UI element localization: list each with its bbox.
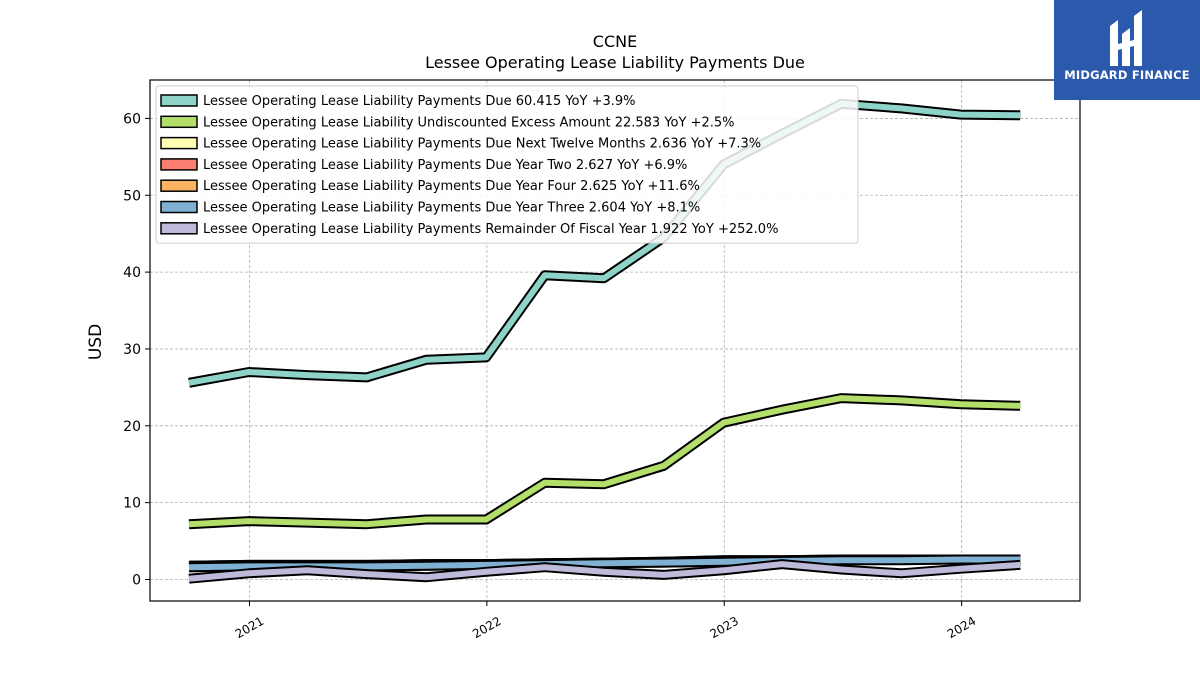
brand-name: MIDGARD FINANCE — [1064, 68, 1190, 82]
x-tick-label: 2024 — [945, 614, 978, 641]
series-layer — [188, 98, 1021, 584]
legend-entry: Lessee Operating Lease Liability Payment… — [203, 137, 761, 152]
legend-swatch — [160, 94, 198, 107]
plot-frame — [149, 79, 1081, 602]
y-tick-label: 20 — [123, 419, 141, 435]
series-outline-2 — [188, 393, 1021, 530]
legend-entry: Lessee Operating Lease Liability Payment… — [203, 158, 687, 173]
y-tick-label: 60 — [123, 111, 141, 127]
series-line-7 — [188, 561, 1021, 582]
y-tick-label: 10 — [123, 496, 141, 512]
chart-subtitle: Lessee Operating Lease Liability Payment… — [425, 53, 805, 72]
brand-logo: MIDGARD FINANCE — [1054, 0, 1200, 100]
x-tick-label: 2021 — [233, 614, 266, 641]
x-tick-label: 2023 — [708, 614, 741, 641]
legend-entry: Lessee Operating Lease Liability Payment… — [203, 94, 636, 109]
legend-entry: Lessee Operating Lease Liability Payment… — [203, 201, 700, 216]
legend-swatch — [160, 115, 198, 129]
legend-box — [155, 85, 859, 244]
y-tick-label: 30 — [123, 342, 141, 358]
y-tick-label: 0 — [132, 572, 141, 588]
legend-entry: Lessee Operating Lease Liability Undisco… — [203, 115, 734, 130]
legend-swatch — [160, 158, 198, 171]
series-line-2 — [188, 395, 1021, 528]
y-axis-label: USD — [86, 324, 106, 360]
legend-swatch — [160, 136, 198, 150]
legend: Lessee Operating Lease Liability Payment… — [155, 85, 859, 244]
legend-swatch — [160, 200, 198, 214]
midgard-logo-icon — [1110, 10, 1142, 66]
y-axis: 0 10 20 30 40 50 60 — [123, 111, 150, 588]
series-line-1 — [188, 100, 1021, 386]
x-tick-label: 2022 — [470, 614, 503, 641]
y-tick-label: 40 — [123, 265, 141, 281]
legend-entry: Lessee Operating Lease Liability Payment… — [203, 179, 700, 194]
legend-entry: Lessee Operating Lease Liability Payment… — [203, 222, 778, 237]
legend-swatch — [160, 179, 198, 192]
chart-title: CCNE — [593, 32, 637, 51]
y-tick-label: 50 — [123, 188, 141, 204]
series-line-6 — [188, 556, 1021, 571]
x-axis: 2021 2022 2023 2024 — [233, 601, 978, 641]
legend-swatch — [160, 222, 198, 235]
